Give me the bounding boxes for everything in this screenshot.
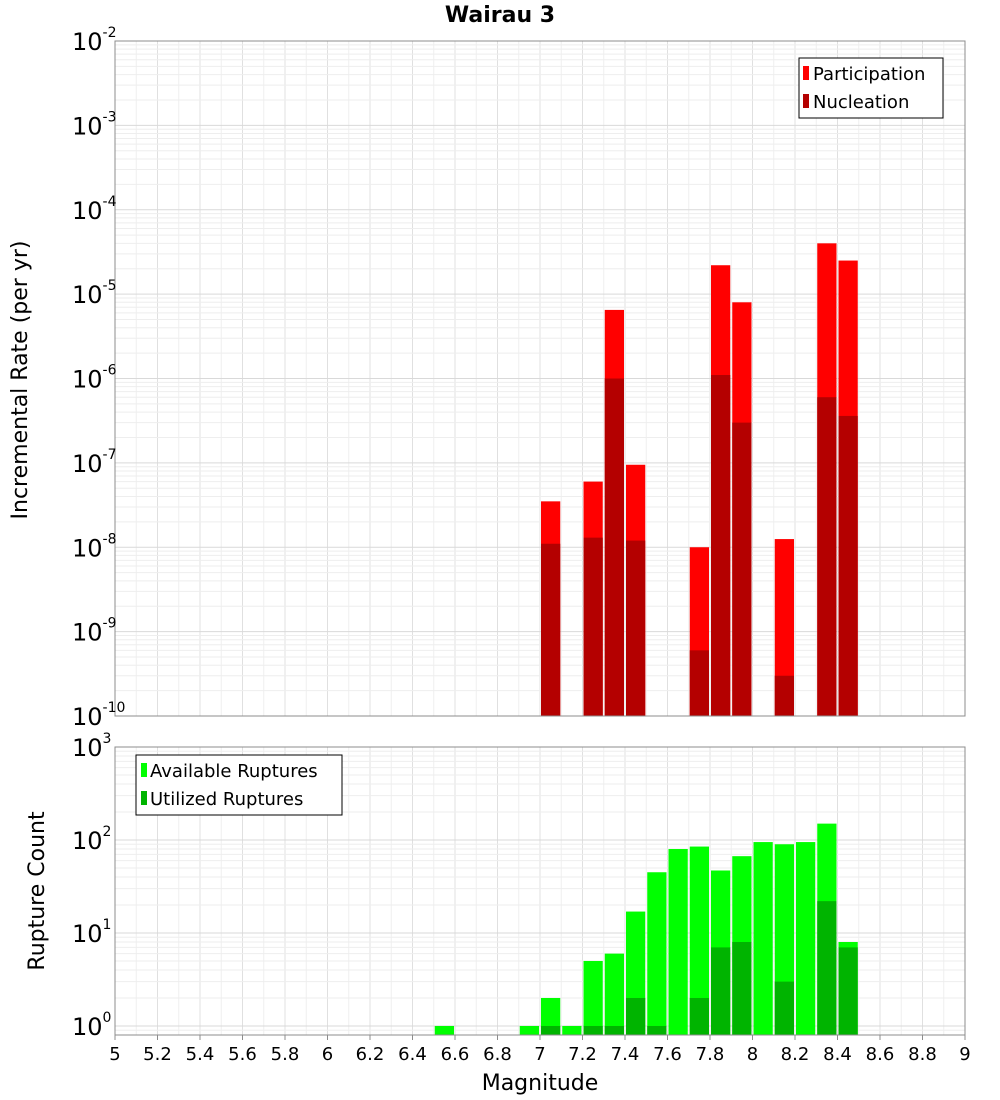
bar-utilized-ruptures bbox=[689, 997, 709, 1035]
legend-utilized-swatch bbox=[141, 791, 147, 805]
top-y-axis-label: Incremental Rate (per yr) bbox=[8, 241, 33, 520]
bar-nucleation bbox=[817, 397, 837, 716]
y-tick-label: 10-8 bbox=[72, 531, 117, 562]
chart-title: Wairau 3 bbox=[445, 3, 555, 28]
bar-nucleation bbox=[626, 540, 646, 716]
top-grid bbox=[114, 41, 966, 717]
top-legend: Participation Nucleation bbox=[798, 57, 944, 119]
bar-utilized-ruptures bbox=[838, 947, 858, 1035]
bar-utilized-ruptures bbox=[626, 997, 646, 1035]
y-tick-label: 102 bbox=[72, 824, 111, 855]
bar-available-ruptures bbox=[562, 1025, 582, 1035]
x-tick-label: 5.6 bbox=[228, 1044, 257, 1065]
bar-utilized-ruptures bbox=[541, 1025, 561, 1035]
y-tick-label: 10-2 bbox=[72, 25, 117, 56]
y-tick-label: 103 bbox=[72, 731, 111, 762]
x-tick-label: 8.2 bbox=[781, 1044, 810, 1065]
legend-nucleation-swatch bbox=[803, 94, 809, 108]
y-tick-label: 10-7 bbox=[72, 447, 117, 478]
legend-participation-label: Participation bbox=[813, 64, 925, 85]
bar-utilized-ruptures bbox=[711, 947, 731, 1035]
bar-utilized-ruptures bbox=[583, 1025, 603, 1035]
x-tick-label: 6.8 bbox=[483, 1044, 512, 1065]
x-tick-label: 8.6 bbox=[866, 1044, 895, 1065]
bar-utilized-ruptures bbox=[604, 1025, 624, 1035]
x-tick-label: 6.6 bbox=[441, 1044, 470, 1065]
y-tick-label: 10-4 bbox=[72, 194, 117, 225]
x-axis-label: Magnitude bbox=[482, 1071, 599, 1096]
bar-available-ruptures bbox=[583, 960, 603, 1035]
bar-available-ruptures bbox=[519, 1025, 539, 1035]
x-tick-label: 6 bbox=[322, 1044, 333, 1065]
x-tick-label: 6.4 bbox=[398, 1044, 427, 1065]
y-tick-label: 10-3 bbox=[72, 109, 117, 140]
bottom-legend: Available Ruptures Utilized Ruptures bbox=[135, 754, 343, 816]
bar-available-ruptures bbox=[647, 872, 667, 1035]
legend-available-swatch bbox=[141, 763, 147, 777]
y-tick-label: 101 bbox=[72, 917, 111, 948]
bottom-legend-box bbox=[135, 754, 343, 816]
x-tick-label: 7.2 bbox=[568, 1044, 597, 1065]
y-tick-label: 100 bbox=[72, 1010, 111, 1041]
top-plot-frame bbox=[114, 40, 966, 717]
x-tick-label: 5.4 bbox=[186, 1044, 215, 1065]
x-tick-label: 7.8 bbox=[696, 1044, 725, 1065]
bar-utilized-ruptures bbox=[774, 981, 794, 1035]
x-tick-label: 7.4 bbox=[611, 1044, 640, 1065]
x-ticks: 5 5.2 5.4 5.6 5.8 6 6.2 6.4 6.6 6.8 7 7.2 7.4 7.6 7.8 8… bbox=[109, 1035, 971, 1065]
bar-nucleation bbox=[838, 415, 858, 716]
y-tick-label: 10-10 bbox=[72, 700, 125, 731]
bar-nucleation bbox=[689, 650, 709, 716]
x-tick-label: 7.6 bbox=[653, 1044, 682, 1065]
bottom-y-axis-label: Rupture Count bbox=[25, 811, 50, 971]
legend-nucleation-label: Nucleation bbox=[813, 92, 909, 113]
x-tick-label: 8.8 bbox=[908, 1044, 937, 1065]
x-tick-label: 8.4 bbox=[823, 1044, 852, 1065]
top-y-ticks: 10-2 10-3 10-4 10-5 10-6 10-7 10-8 10-9 10-10 bbox=[72, 25, 125, 731]
legend-utilized-label: Utilized Ruptures bbox=[150, 789, 303, 810]
x-tick-label: 5.8 bbox=[271, 1044, 300, 1065]
bar-participation bbox=[774, 539, 794, 716]
legend-available-label: Available Ruptures bbox=[150, 761, 318, 782]
bar-nucleation bbox=[604, 378, 624, 716]
bar-available-ruptures bbox=[753, 842, 773, 1035]
x-tick-label: 5 bbox=[109, 1044, 120, 1065]
bar-nucleation bbox=[583, 537, 603, 716]
top-legend-box bbox=[798, 57, 944, 119]
x-tick-label: 6.2 bbox=[356, 1044, 385, 1065]
legend-participation-swatch bbox=[803, 66, 809, 80]
bar-nucleation bbox=[541, 543, 561, 716]
bar-available-ruptures bbox=[434, 1025, 454, 1035]
bar-available-ruptures bbox=[541, 997, 561, 1035]
top-bars bbox=[541, 243, 858, 717]
bar-available-ruptures bbox=[668, 849, 688, 1035]
bottom-y-ticks: 103 102 101 100 bbox=[72, 731, 111, 1041]
bar-available-ruptures bbox=[689, 846, 709, 1035]
x-tick-label: 7 bbox=[534, 1044, 545, 1065]
y-tick-label: 10-9 bbox=[72, 616, 117, 647]
bar-utilized-ruptures bbox=[732, 942, 752, 1035]
x-tick-label: 8 bbox=[747, 1044, 758, 1065]
bar-nucleation bbox=[711, 375, 731, 716]
y-tick-label: 10-6 bbox=[72, 363, 117, 394]
bar-utilized-ruptures bbox=[647, 1025, 667, 1035]
x-tick-label: 5.2 bbox=[143, 1044, 172, 1065]
bar-nucleation bbox=[732, 422, 752, 716]
bar-available-ruptures bbox=[604, 953, 624, 1035]
bar-utilized-ruptures bbox=[817, 901, 837, 1035]
bar-available-ruptures bbox=[796, 842, 816, 1035]
x-tick-label: 9 bbox=[959, 1044, 970, 1065]
y-tick-label: 10-5 bbox=[72, 278, 117, 309]
bottom-bars bbox=[434, 823, 858, 1035]
bar-nucleation bbox=[774, 675, 794, 716]
